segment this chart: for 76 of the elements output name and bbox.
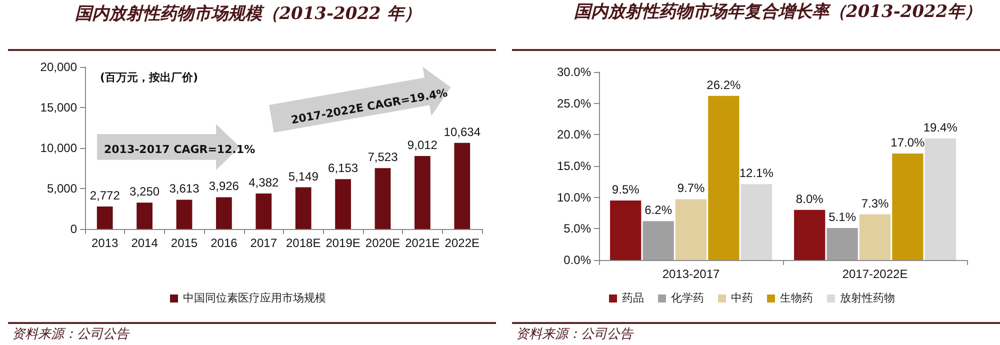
data-label: 6,153	[328, 161, 358, 176]
x-tick-label: 2014	[131, 236, 158, 250]
bar	[675, 199, 707, 260]
data-label: 7.3%	[861, 196, 889, 210]
bar	[708, 96, 740, 260]
x-tick-label: 2016	[210, 236, 238, 250]
text: 资料来源：公司公告	[516, 326, 633, 343]
bar	[454, 142, 470, 229]
y-tick-label: 10,000	[40, 141, 78, 155]
annotation: 2013-2017 CAGR=12.1%	[104, 143, 256, 156]
x-tick-label: 2019E	[326, 236, 360, 250]
y-tick-label: 25.0%	[556, 96, 592, 110]
legend-label: 中国同位素医疗应用市场规模	[183, 292, 326, 304]
bar	[610, 200, 642, 260]
x-tick-label: 2021E	[405, 236, 440, 250]
x-tick-label: 2017-2022E	[842, 267, 908, 281]
bar	[136, 202, 152, 229]
bar	[414, 156, 430, 229]
data-label: 17.0%	[890, 135, 926, 150]
x-tick-label: 2017	[250, 236, 278, 250]
data-label: 5.1%	[828, 210, 856, 224]
y-tick-label: 5,000	[46, 182, 78, 196]
y-tick-label: 0.0%	[564, 253, 592, 267]
y-tick-label: 15,000	[40, 100, 78, 114]
data-label: 5,149	[288, 169, 319, 184]
data-label: 9.7%	[677, 181, 705, 196]
data-label: 3,613	[169, 182, 200, 196]
bar	[295, 187, 312, 229]
bar	[335, 179, 351, 229]
text: 资料来源：公司公告	[12, 326, 129, 343]
bar	[216, 197, 232, 229]
bar	[176, 200, 192, 229]
x-tick-label: 2022E	[444, 236, 480, 250]
legend-label: 药品	[622, 292, 644, 304]
data-label: 6.2%	[644, 203, 672, 218]
data-label: 19.4%	[923, 120, 958, 134]
legend-label: 放射性药物	[840, 292, 895, 304]
data-label: 9,012	[407, 138, 438, 152]
y-tick-label: 30.0%	[556, 65, 592, 79]
bar	[892, 153, 924, 260]
legend-label: 中药	[731, 292, 753, 304]
legend-label: 化学药	[671, 292, 704, 304]
y-tick-label: 20,000	[40, 60, 78, 74]
bar	[924, 138, 956, 260]
y-tick-label: 10.0%	[556, 190, 592, 204]
bar	[859, 214, 891, 260]
bar	[374, 168, 391, 229]
data-label: 3,250	[130, 184, 160, 199]
data-label: 9.5%	[612, 182, 640, 196]
x-tick-label: 2018E	[286, 236, 321, 250]
chart-title: 国内放射性药物市场年复合增长率（2013-2022年）	[573, 1, 983, 24]
y-tick-label: 5.0%	[564, 222, 592, 236]
bar	[642, 221, 674, 260]
data-label: 12.1%	[739, 166, 774, 180]
data-label: 3,926	[208, 179, 240, 194]
x-tick-label: 2015	[170, 236, 198, 250]
bar	[256, 194, 272, 229]
bar	[826, 228, 858, 260]
data-label: 7,523	[368, 150, 398, 164]
bar	[96, 206, 113, 229]
annotation: (百万元，按出厂价)	[100, 70, 198, 85]
data-label: 8.0%	[796, 192, 824, 206]
data-label: 26.2%	[706, 78, 742, 92]
x-tick-label: 2013	[92, 236, 119, 250]
bar	[740, 184, 772, 260]
data-label: 10,634	[444, 124, 481, 139]
data-label: 2,772	[90, 188, 120, 203]
y-tick-label: 15.0%	[556, 159, 592, 173]
x-tick-label: 2013-2017	[662, 267, 720, 281]
y-tick-label: 0	[70, 222, 78, 236]
x-tick-label: 2020E	[365, 236, 400, 250]
data-label: 4,382	[248, 176, 279, 190]
y-tick-label: 20.0%	[556, 128, 592, 142]
legend-label: 生物药	[780, 292, 813, 304]
bar	[794, 210, 826, 260]
chart-title: 国内放射性药物市场规模（2013-2022 年）	[74, 3, 422, 26]
